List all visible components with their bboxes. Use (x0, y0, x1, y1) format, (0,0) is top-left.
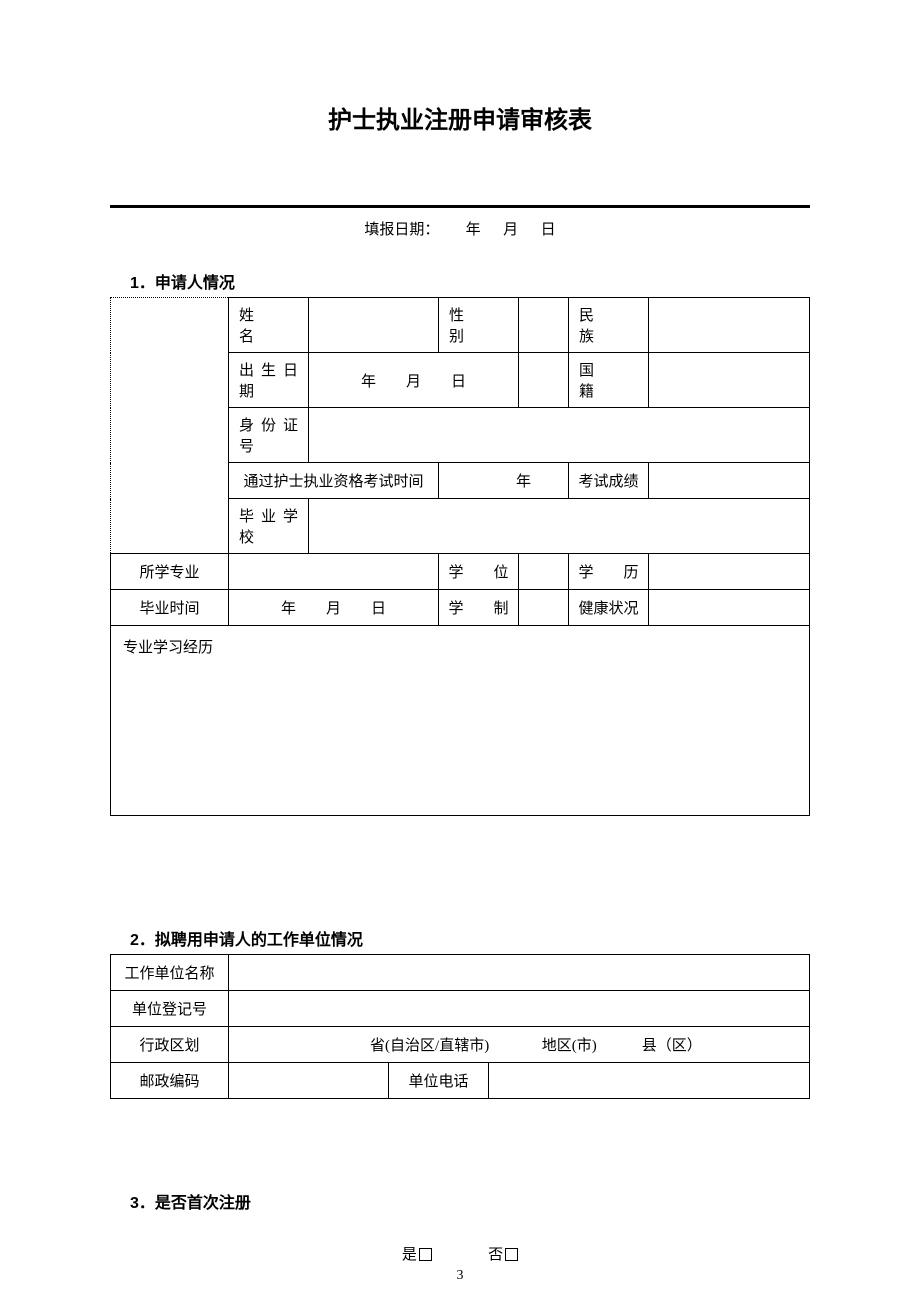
label-work-unit: 工作单位名称 (111, 955, 229, 991)
filing-date-year: 年 (466, 222, 481, 238)
section1-heading: 1．申请人情况 (110, 269, 810, 293)
work-unit-table: 工作单位名称 单位登记号 行政区划 省(自治区/直辖市) 地区(市) 县（区） … (110, 954, 810, 1099)
label-nationality: 国 籍 (569, 353, 649, 408)
checkbox-yes[interactable] (419, 1248, 432, 1261)
label-duration: 学 制 (439, 590, 519, 626)
option-yes-label: 是 (402, 1247, 417, 1263)
document-title: 护士执业注册申请审核表 (110, 100, 810, 135)
filing-date-label: 填报日期： (364, 222, 439, 238)
label-admin-div: 行政区划 (111, 1027, 229, 1063)
label-health: 健康状况 (569, 590, 649, 626)
value-admin-div: 省(自治区/直辖市) 地区(市) 县（区） (229, 1027, 810, 1063)
photo-cell (111, 298, 229, 554)
label-postal: 邮政编码 (111, 1063, 229, 1099)
label-dob: 出生日期 (229, 353, 309, 408)
value-major (229, 554, 439, 590)
label-degree: 学 位 (439, 554, 519, 590)
value-postal (229, 1063, 389, 1099)
value-dob: 年 月 日 (309, 353, 519, 408)
value-duration (519, 590, 569, 626)
label-ethnicity: 民 族 (569, 298, 649, 353)
checkbox-no[interactable] (505, 1248, 518, 1261)
value-phone (489, 1063, 810, 1099)
horizontal-divider (110, 205, 810, 208)
page-number: 3 (0, 1268, 920, 1284)
option-no-label: 否 (488, 1247, 503, 1263)
value-grad-time: 年 月 日 (229, 590, 439, 626)
label-grad-time: 毕业时间 (111, 590, 229, 626)
label-reg-number: 单位登记号 (111, 991, 229, 1027)
value-education (649, 554, 810, 590)
value-dob-empty (519, 353, 569, 408)
label-grad-school: 毕业学校 (229, 499, 309, 554)
applicant-info-table: 姓 名 性 别 民 族 出生日期 年 月 日 国 籍 身份证号 通过护士执业资格… (110, 297, 810, 816)
value-work-unit (229, 955, 810, 991)
value-health (649, 590, 810, 626)
value-id (309, 408, 810, 463)
filing-date-line: 填报日期： 年 月 日 (110, 218, 810, 239)
filing-date-month: 月 (503, 222, 518, 238)
label-major: 所学专业 (111, 554, 229, 590)
label-id: 身份证号 (229, 408, 309, 463)
section3-heading: 3．是否首次注册 (110, 1189, 810, 1213)
value-nationality (649, 353, 810, 408)
label-gender: 性 别 (439, 298, 519, 353)
value-exam-time: 年 (439, 463, 569, 499)
label-exam-score: 考试成绩 (569, 463, 649, 499)
value-reg-number (229, 991, 810, 1027)
value-degree (519, 554, 569, 590)
filing-date-day: 日 (541, 222, 556, 238)
value-exam-score (649, 463, 810, 499)
value-grad-school (309, 499, 810, 554)
first-registration-options: 是 否 (110, 1243, 810, 1264)
study-history-cell: 专业学习经历 (111, 626, 810, 816)
label-education: 学 历 (569, 554, 649, 590)
value-ethnicity (649, 298, 810, 353)
label-phone: 单位电话 (389, 1063, 489, 1099)
value-name (309, 298, 439, 353)
section2-heading: 2．拟聘用申请人的工作单位情况 (110, 926, 810, 950)
value-gender (519, 298, 569, 353)
label-exam-time: 通过护士执业资格考试时间 (229, 463, 439, 499)
label-name: 姓 名 (229, 298, 309, 353)
